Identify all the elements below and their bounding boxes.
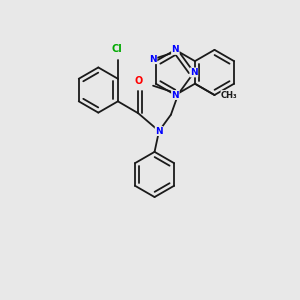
Text: N: N — [172, 91, 179, 100]
Text: N: N — [190, 68, 198, 77]
Text: N: N — [149, 55, 157, 64]
Text: CH₃: CH₃ — [221, 91, 238, 100]
Text: Cl: Cl — [111, 44, 122, 54]
Text: N: N — [155, 127, 163, 136]
Text: O: O — [134, 76, 142, 85]
Text: N: N — [172, 45, 179, 54]
